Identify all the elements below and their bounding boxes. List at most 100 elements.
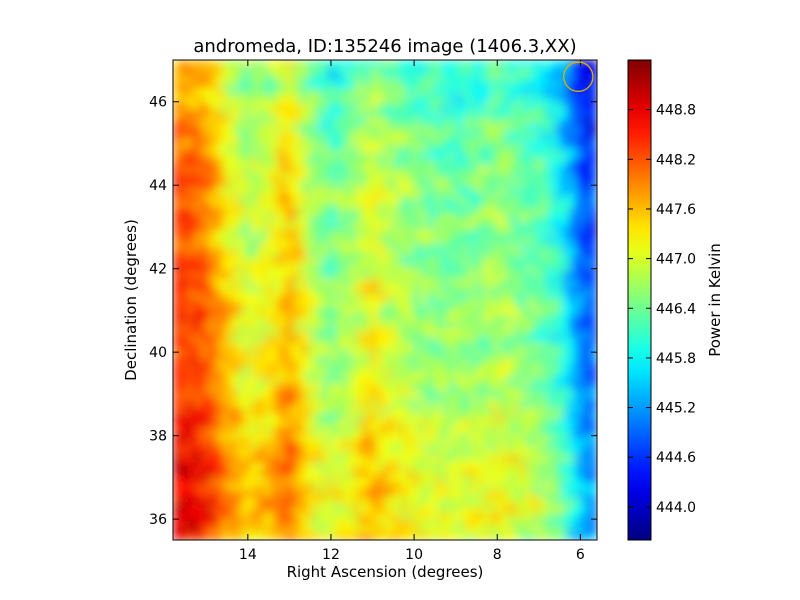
heatmap-cell — [307, 81, 315, 89]
heatmap-cell — [448, 448, 457, 456]
heatmap-cell — [236, 250, 245, 259]
heatmap-cell — [533, 144, 542, 153]
heatmap-cell — [427, 278, 436, 287]
heatmap-cell — [540, 476, 549, 485]
heatmap-cell — [589, 116, 597, 125]
heatmap-cell — [279, 109, 287, 118]
heatmap-cell — [547, 116, 556, 125]
heatmap-cell — [427, 434, 436, 442]
heatmap-cell — [187, 222, 195, 231]
heatmap-cell — [469, 321, 478, 329]
heatmap-cell — [462, 427, 471, 435]
heatmap-cell — [392, 67, 400, 75]
heatmap-cell — [307, 370, 315, 379]
heatmap-cell — [293, 441, 301, 449]
heatmap-cell — [363, 194, 372, 202]
heatmap-cell — [533, 229, 542, 238]
heatmap-cell — [293, 109, 301, 118]
heatmap-cell — [533, 172, 542, 181]
heatmap-cell — [392, 250, 400, 259]
heatmap-cell — [399, 420, 407, 428]
heatmap-cell — [547, 292, 556, 301]
heatmap-cell — [222, 391, 231, 400]
heatmap-cell — [427, 335, 436, 343]
heatmap-cell — [236, 469, 245, 478]
heatmap-cell — [314, 490, 322, 499]
heatmap-cell — [180, 384, 188, 393]
heatmap-cell — [448, 187, 457, 195]
heatmap-cell — [250, 137, 259, 146]
heatmap-cell — [512, 476, 520, 485]
heatmap-cell — [314, 165, 322, 174]
heatmap-cell — [243, 116, 252, 125]
heatmap-cell — [293, 229, 301, 238]
heatmap-cell — [300, 525, 308, 534]
heatmap-cell — [250, 172, 259, 181]
heatmap-cell — [250, 391, 259, 400]
heatmap-cell — [264, 448, 273, 456]
heatmap-cell — [187, 180, 195, 188]
heatmap-cell — [342, 504, 351, 513]
heatmap-cell — [335, 109, 344, 118]
heatmap-cell — [286, 532, 294, 540]
heatmap-cell — [180, 215, 188, 223]
heatmap-cell — [349, 165, 358, 174]
heatmap-cell — [420, 469, 428, 478]
heatmap-cell — [547, 518, 556, 527]
heatmap-cell — [187, 532, 195, 540]
heatmap-cell — [286, 490, 294, 499]
heatmap-cell — [526, 292, 534, 301]
y-tick-label: 40 — [149, 345, 167, 361]
heatmap-cell — [441, 88, 450, 96]
heatmap-cell — [328, 370, 337, 379]
heatmap-cell — [208, 257, 216, 266]
heatmap-cell — [370, 271, 379, 280]
heatmap-cell — [335, 278, 344, 287]
heatmap-cell — [349, 102, 358, 111]
heatmap-cell — [420, 194, 428, 202]
heatmap-cell — [243, 398, 252, 407]
heatmap-cell — [526, 144, 534, 153]
heatmap-cell — [370, 215, 379, 223]
heatmap-cell — [208, 180, 216, 188]
heatmap-cell — [420, 95, 428, 103]
heatmap-cell — [300, 335, 308, 343]
heatmap-cell — [208, 532, 216, 540]
heatmap-cell — [554, 377, 563, 386]
heatmap-cell — [582, 497, 591, 506]
heatmap-cell — [208, 455, 216, 463]
heatmap-cell — [498, 278, 506, 287]
heatmap-cell — [229, 151, 238, 160]
heatmap-cell — [314, 434, 322, 442]
heatmap-cell — [201, 123, 209, 132]
heatmap-cell — [328, 278, 337, 287]
heatmap-cell — [547, 448, 556, 456]
heatmap-cell — [293, 462, 301, 471]
heatmap-cell — [279, 278, 287, 287]
heatmap-cell — [208, 215, 216, 223]
heatmap-cell — [476, 172, 485, 181]
heatmap-cell — [554, 525, 563, 534]
heatmap-cell — [314, 335, 322, 343]
heatmap-cell — [406, 187, 414, 195]
heatmap-cell — [279, 208, 287, 216]
heatmap-cell — [392, 434, 400, 442]
heatmap-cell — [307, 60, 315, 68]
heatmap-cell — [505, 434, 513, 442]
heatmap-cell — [236, 264, 245, 273]
heatmap-cell — [271, 208, 280, 216]
heatmap-cell — [392, 462, 400, 471]
heatmap-cell — [229, 476, 238, 485]
heatmap-cell — [561, 172, 570, 181]
heatmap-cell — [582, 102, 591, 111]
heatmap-cell — [215, 349, 224, 358]
heatmap-cell — [561, 285, 570, 294]
heatmap-cell — [377, 349, 386, 358]
heatmap-cell — [462, 74, 471, 82]
heatmap-cell — [554, 490, 563, 499]
heatmap-cell — [208, 377, 216, 386]
heatmap-cell — [561, 525, 570, 534]
heatmap-cell — [512, 398, 520, 407]
heatmap-cell — [236, 532, 245, 540]
heatmap-cell — [582, 292, 591, 301]
